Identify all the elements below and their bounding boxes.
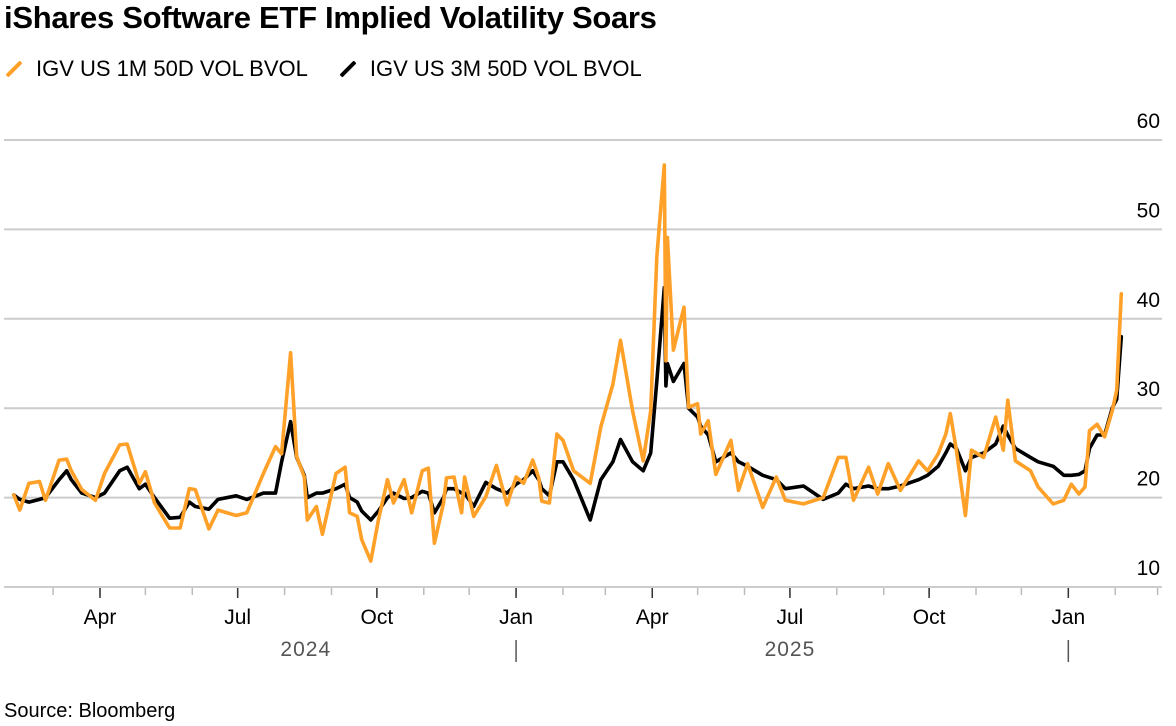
year-label: 2024 <box>280 638 331 661</box>
x-tick-label: Jan <box>499 606 533 629</box>
series-line-1m <box>12 163 1124 563</box>
legend-item-3m: IGV US 3M 50D VOL BVOL <box>338 56 642 82</box>
series-line-3m <box>12 285 1124 522</box>
y-tick-label: 30 <box>1137 378 1160 401</box>
x-tick-label: Jan <box>1051 606 1085 629</box>
legend-label-1m: IGV US 1M 50D VOL BVOL <box>36 56 308 81</box>
y-tick-label: 10 <box>1137 557 1160 580</box>
x-tick-label: Jul <box>776 606 803 629</box>
legend-label-3m: IGV US 3M 50D VOL BVOL <box>369 56 642 81</box>
y-tick-label: 20 <box>1137 468 1160 491</box>
x-tick-label: Oct <box>913 606 946 629</box>
year-label: 2025 <box>765 638 816 661</box>
legend: IGV US 1M 50D VOL BVOL IGV US 3M 50D VOL… <box>4 56 642 82</box>
source-note: Source: Bloomberg <box>4 700 176 722</box>
x-tick-label: Apr <box>84 606 117 629</box>
y-tick-label: 50 <box>1137 199 1160 222</box>
x-tick-label: Oct <box>361 606 394 629</box>
x-tick-label: Apr <box>636 606 669 629</box>
x-tick-label: Jul <box>224 606 251 629</box>
legend-item-1m: IGV US 1M 50D VOL BVOL <box>4 56 308 82</box>
chart-title: iShares Software ETF Implied Volatility … <box>4 0 657 35</box>
y-tick-label: 40 <box>1137 289 1160 312</box>
y-tick-label: 60 <box>1137 110 1160 133</box>
